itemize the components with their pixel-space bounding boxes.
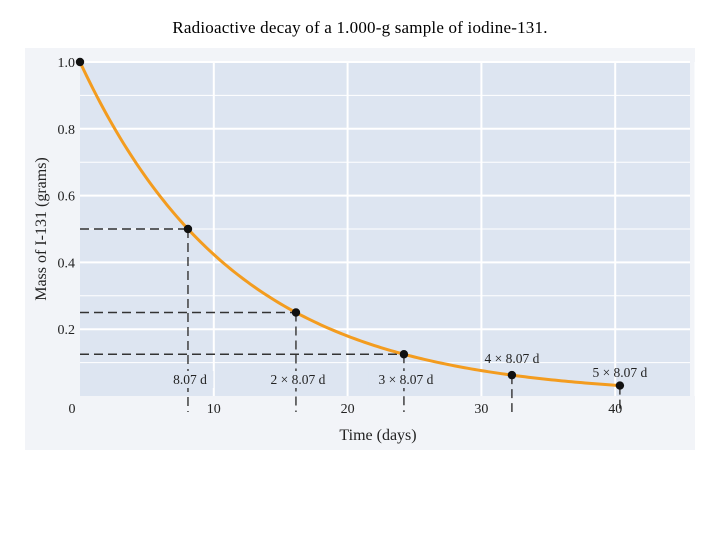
x-axis-label: Time (days)	[339, 427, 416, 444]
data-points	[75, 57, 625, 390]
half-life-label: 8.07 d	[173, 372, 207, 387]
chart-title: Radioactive decay of a 1.000-g sample of…	[172, 18, 548, 37]
half-life-label: 5 × 8.07 d	[592, 365, 647, 380]
x-tick-label: 40	[608, 402, 622, 417]
half-life-label: 3 × 8.07 d	[378, 372, 433, 387]
grid-lines	[80, 61, 697, 396]
y-tick-label: 0.8	[58, 123, 76, 138]
y-tick-labels: 0.2 0.4 0.6 0.8 1.0	[58, 56, 76, 338]
y-tick-label: 0.6	[58, 190, 76, 205]
data-point	[183, 224, 193, 234]
x-tick-label: 0	[69, 402, 76, 417]
data-point	[75, 57, 85, 67]
label-backing	[166, 371, 214, 388]
half-life-label: 4 × 8.07 d	[484, 351, 539, 366]
decay-curve	[78, 61, 620, 388]
data-point	[507, 370, 517, 380]
y-axis-label: Mass of I-131 (grams)	[33, 157, 50, 301]
data-point	[615, 381, 625, 390]
label-backing	[260, 371, 335, 388]
half-life-label: 2 × 8.07 d	[271, 372, 326, 387]
data-point	[399, 350, 409, 359]
y-tick-label: 1.0	[58, 56, 76, 71]
x-tick-label: 10	[207, 402, 221, 417]
annotations: 8.07 d 2 × 8.07 d 3 × 8.07 d 4 × 8.07 d 5 × …	[166, 351, 648, 388]
y-tick-label: 0.2	[58, 323, 76, 338]
x-tick-label: 30	[474, 402, 488, 417]
half-life-guides	[80, 228, 621, 412]
x-tick-labels: 0 10 20 30 40	[69, 402, 623, 417]
x-tick-label: 20	[341, 402, 355, 417]
data-point	[291, 308, 301, 317]
label-backing	[368, 371, 443, 388]
y-tick-label: 0.4	[58, 256, 76, 271]
